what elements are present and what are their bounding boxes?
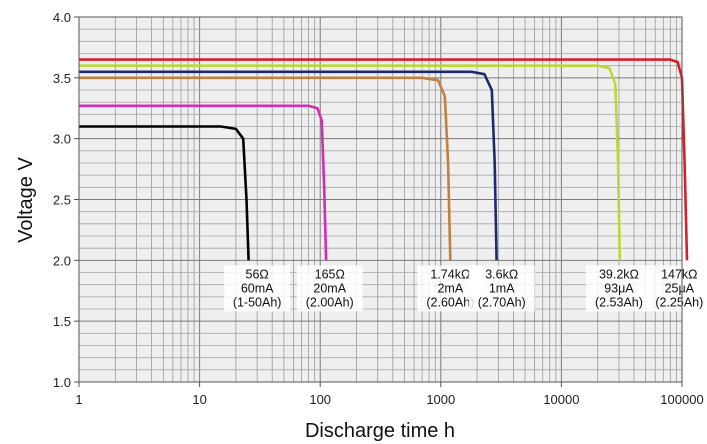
annotation-line: 2mA <box>437 281 463 295</box>
annotation-line: 56Ω <box>246 267 269 281</box>
annotation-line: (2.00Ah) <box>306 295 354 309</box>
y-tick-label: 2.0 <box>53 253 71 268</box>
y-tick-label: 4.0 <box>53 10 71 25</box>
annotation-line: 39.2kΩ <box>599 267 639 281</box>
annotation-background <box>296 265 363 312</box>
curve-annotations: 56Ω60mA(1-50Ah)165Ω20mA(2.00Ah)1.74kΩ2mA… <box>224 265 707 312</box>
y-tick-label: 2.5 <box>53 193 71 208</box>
annotation-line: 1mA <box>489 281 515 295</box>
annotation-line: 1.74kΩ <box>430 267 470 281</box>
x-tick-labels: 1 10 100 1000 10000 100000 <box>75 382 704 407</box>
y-tick-label: 1.0 <box>53 375 71 390</box>
annotation-line: 25μA <box>665 281 695 295</box>
annotation-line: 93μA <box>604 281 634 295</box>
series-line-5 <box>79 64 622 261</box>
annotation-line: (2.53Ah) <box>595 295 643 309</box>
annotation-line: 165Ω <box>315 267 345 281</box>
x-axis-title: Discharge time h <box>305 420 455 442</box>
annotation-line: (2.25Ah) <box>655 295 703 309</box>
annotation-line: 20mA <box>313 281 346 295</box>
annotation-line: (1-50Ah) <box>233 295 282 309</box>
x-tick-label: 1000 <box>426 392 455 407</box>
x-tick-label: 100000 <box>660 392 703 407</box>
annotation-line: 147kΩ <box>661 267 697 281</box>
y-tick-label: 3.5 <box>53 71 71 86</box>
annotation-background <box>224 265 291 312</box>
series-line-2 <box>79 104 328 261</box>
series-lines <box>79 58 689 261</box>
y-tick-label: 1.5 <box>53 314 71 329</box>
annotation-background <box>468 265 535 312</box>
annotation-line: 60mA <box>241 281 274 295</box>
y-axis-title: Voltage V <box>15 157 37 243</box>
x-tick-label: 10000 <box>543 392 579 407</box>
series-line-4 <box>79 70 498 261</box>
annotation-background <box>585 265 652 312</box>
y-tick-labels: 1.0 1.5 2.0 2.5 3.0 3.5 4.0 <box>53 10 79 390</box>
x-tick-label: 100 <box>309 392 331 407</box>
annotation-line: (2.60Ah) <box>426 295 474 309</box>
series-line-3 <box>79 76 452 261</box>
x-tick-label: 1 <box>75 392 82 407</box>
annotation-line: (2.70Ah) <box>478 295 526 309</box>
series-line-6 <box>79 58 689 261</box>
series-line-1 <box>79 125 250 261</box>
annotation-line: 3.6kΩ <box>485 267 518 281</box>
x-tick-label: 10 <box>192 392 206 407</box>
y-tick-label: 3.0 <box>53 132 71 147</box>
annotation-background <box>646 265 707 312</box>
